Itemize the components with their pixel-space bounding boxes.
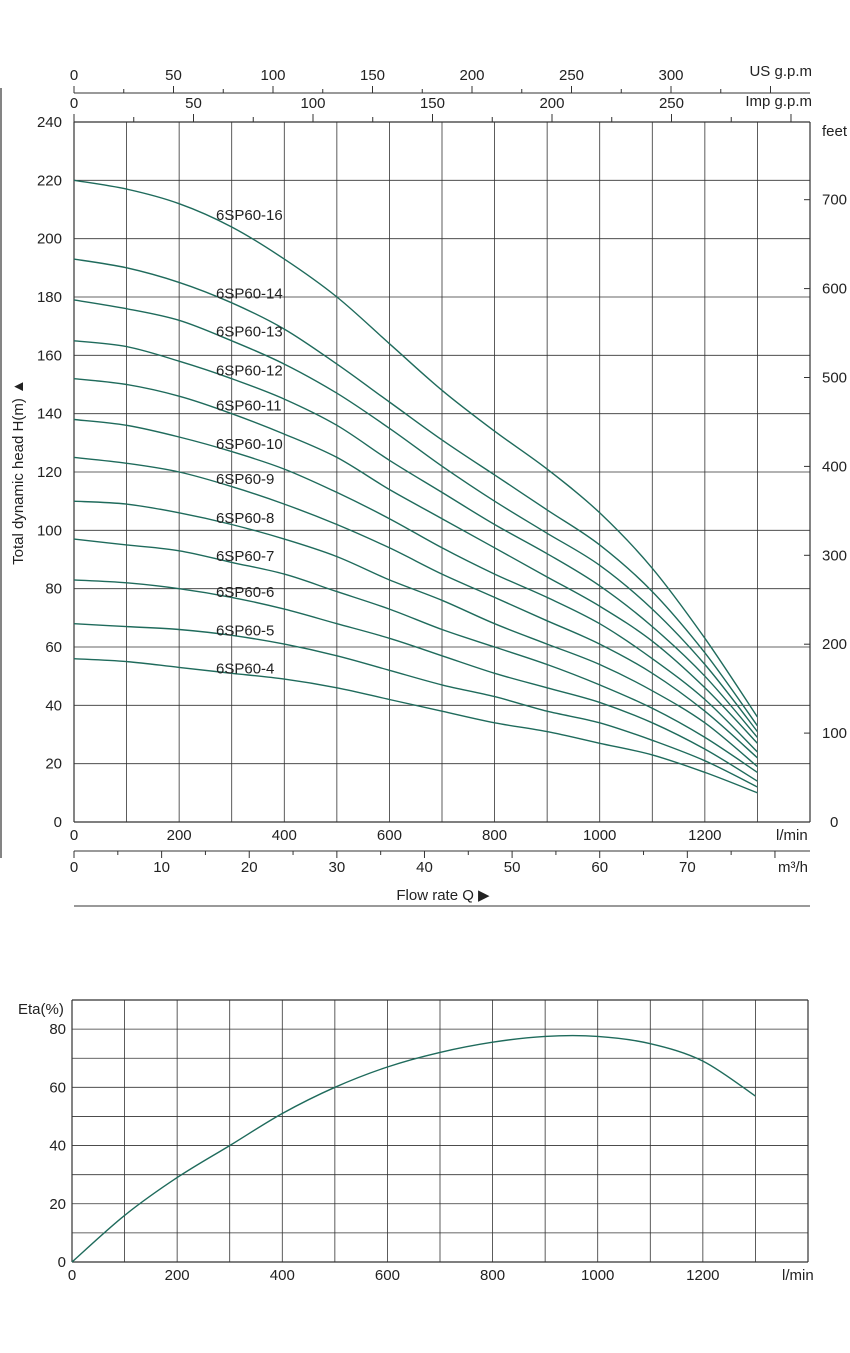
head-series-label: 6SP60-6 bbox=[216, 584, 274, 601]
head-curve-6sp60-11 bbox=[73, 378, 758, 744]
feet-axis-tick-label: 200 bbox=[822, 636, 847, 653]
imp-gpm-tick-label: 150 bbox=[420, 95, 445, 112]
feet-axis-tick-label: 700 bbox=[822, 192, 847, 209]
head-y-tick-label: 60 bbox=[45, 639, 62, 656]
eta-y-tick-label: 40 bbox=[49, 1138, 66, 1155]
head-series-label: 6SP60-14 bbox=[216, 286, 283, 303]
head-y-tick-label: 120 bbox=[37, 464, 62, 481]
head-series-label: 6SP60-9 bbox=[216, 471, 274, 488]
us-gpm-tick-label: 150 bbox=[360, 67, 385, 84]
m3h-tick-label: 30 bbox=[329, 859, 346, 876]
head-x-tick-label: 200 bbox=[167, 827, 192, 844]
us-gpm-tick-label: 300 bbox=[658, 67, 683, 84]
head-curve-6sp60-7 bbox=[73, 538, 758, 773]
eta-y-tick-label: 80 bbox=[49, 1021, 66, 1038]
m3h-tick-label: 20 bbox=[241, 859, 258, 876]
head-y-tick-label: 180 bbox=[37, 289, 62, 306]
eta-x-tick-label: 600 bbox=[375, 1267, 400, 1284]
imp-gpm-tick-label: 200 bbox=[539, 95, 564, 112]
eta-x-tick-label: 400 bbox=[270, 1267, 295, 1284]
head-x-tick-label: 800 bbox=[482, 827, 507, 844]
head-curve-6sp60-6 bbox=[73, 579, 758, 782]
head-y-tick-label: 80 bbox=[45, 581, 62, 598]
m3h-tick-label: 40 bbox=[416, 859, 433, 876]
feet-axis-tick-label: 500 bbox=[822, 369, 847, 386]
head-x-tick-label: 400 bbox=[272, 827, 297, 844]
eta-lmin-axis-label: l/min bbox=[782, 1267, 814, 1284]
head-y-tick-label: 220 bbox=[37, 172, 62, 189]
head-x-tick-label: 600 bbox=[377, 827, 402, 844]
head-curve-6sp60-5 bbox=[73, 623, 758, 788]
eta-x-tick-label: 1000 bbox=[581, 1267, 614, 1284]
eta-x-tick-label: 200 bbox=[165, 1267, 190, 1284]
head-y-tick-label: 0 bbox=[54, 814, 62, 831]
feet-axis-tick-label: 300 bbox=[822, 547, 847, 564]
imp-gpm-axis-label: Imp g.p.m bbox=[745, 93, 812, 110]
head-series-label: 6SP60-7 bbox=[216, 548, 274, 565]
head-curve-6sp60-16 bbox=[73, 179, 758, 718]
head-y-tick-label: 20 bbox=[45, 756, 62, 773]
us-gpm-tick-label: 200 bbox=[459, 67, 484, 84]
eta-curve bbox=[71, 1034, 756, 1263]
head-axis-title: Total dynamic head H(m) ▲ bbox=[10, 379, 27, 565]
eta-x-tick-label: 1200 bbox=[686, 1267, 719, 1284]
head-curve-6sp60-9 bbox=[73, 456, 758, 759]
m3h-axis-label: m³/h bbox=[778, 859, 808, 876]
head-y-tick-label: 160 bbox=[37, 347, 62, 364]
us-gpm-tick-label: 50 bbox=[165, 67, 182, 84]
m3h-tick-label: 70 bbox=[679, 859, 696, 876]
flow-rate-title: Flow rate Q ▶ bbox=[396, 887, 490, 904]
m3h-tick-label: 10 bbox=[153, 859, 170, 876]
imp-gpm-tick-label: 250 bbox=[659, 95, 684, 112]
head-series-label: 6SP60-4 bbox=[216, 661, 274, 678]
head-series-label: 6SP60-8 bbox=[216, 510, 274, 527]
head-y-tick-label: 200 bbox=[37, 231, 62, 248]
head-curve-6sp60-13 bbox=[73, 299, 758, 733]
head-y-tick-label: 100 bbox=[37, 522, 62, 539]
head-series-label: 6SP60-10 bbox=[216, 436, 283, 453]
eta-x-tick-label: 800 bbox=[480, 1267, 505, 1284]
m3h-tick-label: 0 bbox=[70, 859, 78, 876]
head-series-label: 6SP60-16 bbox=[216, 207, 283, 224]
head-curve-6sp60-14 bbox=[73, 258, 758, 727]
imp-gpm-tick-label: 0 bbox=[70, 95, 78, 112]
eta-x-tick-label: 0 bbox=[68, 1267, 76, 1284]
imp-gpm-tick-label: 100 bbox=[300, 95, 325, 112]
eta-axis-label: Eta(%) bbox=[18, 1001, 64, 1018]
head-series-label: 6SP60-5 bbox=[216, 623, 274, 640]
head-y-tick-label: 40 bbox=[45, 697, 62, 714]
head-x-tick-label: 1200 bbox=[688, 827, 721, 844]
m3h-tick-label: 60 bbox=[591, 859, 608, 876]
head-series-label: 6SP60-11 bbox=[216, 397, 282, 414]
head-curve-6sp60-4 bbox=[73, 658, 758, 794]
head-x-tick-label: 1000 bbox=[583, 827, 616, 844]
imp-gpm-tick-label: 50 bbox=[185, 95, 202, 112]
feet-axis-tick-label: 100 bbox=[822, 725, 847, 742]
head-curve-6sp60-8 bbox=[73, 500, 758, 768]
head-curve-6sp60-10 bbox=[73, 418, 758, 753]
feet-axis-label: feet bbox=[822, 123, 848, 140]
m3h-tick-label: 50 bbox=[504, 859, 521, 876]
us-gpm-tick-label: 100 bbox=[260, 67, 285, 84]
head-series-label: 6SP60-12 bbox=[216, 362, 283, 379]
head-series-label: 6SP60-13 bbox=[216, 324, 283, 341]
us-gpm-tick-label: 0 bbox=[70, 67, 78, 84]
us-gpm-axis-label: US g.p.m bbox=[749, 63, 812, 80]
feet-axis-tick-label: 600 bbox=[822, 281, 847, 298]
lmin-axis-label: l/min bbox=[776, 827, 808, 844]
eta-y-tick-label: 20 bbox=[49, 1196, 66, 1213]
feet-axis-tick-label: 0 bbox=[830, 814, 838, 831]
feet-axis-tick-label: 400 bbox=[822, 458, 847, 475]
head-y-tick-label: 240 bbox=[37, 114, 62, 131]
eta-y-tick-label: 0 bbox=[58, 1254, 66, 1271]
head-curve-6sp60-12 bbox=[73, 340, 758, 738]
eta-y-tick-label: 60 bbox=[49, 1079, 66, 1096]
head-x-tick-label: 0 bbox=[70, 827, 78, 844]
head-y-tick-label: 140 bbox=[37, 406, 62, 423]
us-gpm-tick-label: 250 bbox=[559, 67, 584, 84]
